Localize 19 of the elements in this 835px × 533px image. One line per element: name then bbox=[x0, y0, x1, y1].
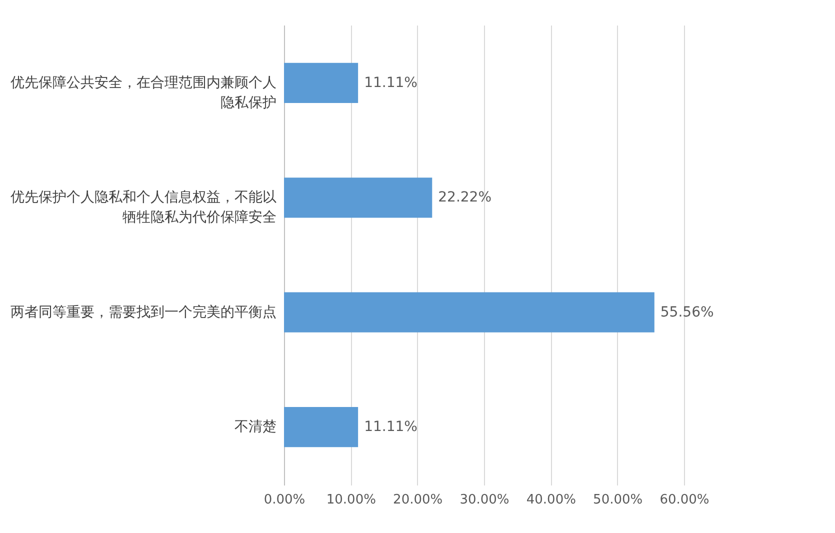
data-label: 55.56% bbox=[660, 304, 714, 320]
x-tick-label: 20.00% bbox=[393, 492, 443, 508]
bar bbox=[284, 406, 358, 448]
x-tick-label: 10.00% bbox=[326, 492, 376, 508]
bar bbox=[284, 62, 358, 104]
bar bbox=[284, 292, 654, 332]
x-tick-label: 0.00% bbox=[264, 492, 306, 508]
x-tick-label: 50.00% bbox=[593, 492, 643, 508]
x-tick-label: 40.00% bbox=[526, 492, 576, 508]
x-tick-label: 60.00% bbox=[660, 492, 710, 508]
y-tick-label: 优先保障公共安全，在合理范围内兼顾个人隐私保护 bbox=[10, 74, 276, 111]
bar bbox=[284, 178, 432, 218]
y-tick-label: 不清楚 bbox=[234, 419, 276, 436]
x-tick-label: 30.00% bbox=[460, 492, 510, 508]
y-tick-label: 优先保护个人隐私和个人信息权益，不能以牺牲隐私为代价保障安全 bbox=[10, 190, 276, 226]
data-label: 22.22% bbox=[438, 190, 492, 206]
data-label: 11.11% bbox=[364, 74, 418, 91]
y-tick-label: 两者同等重要，需要找到一个完美的平衡点 bbox=[10, 304, 276, 320]
data-label: 11.11% bbox=[364, 419, 418, 436]
